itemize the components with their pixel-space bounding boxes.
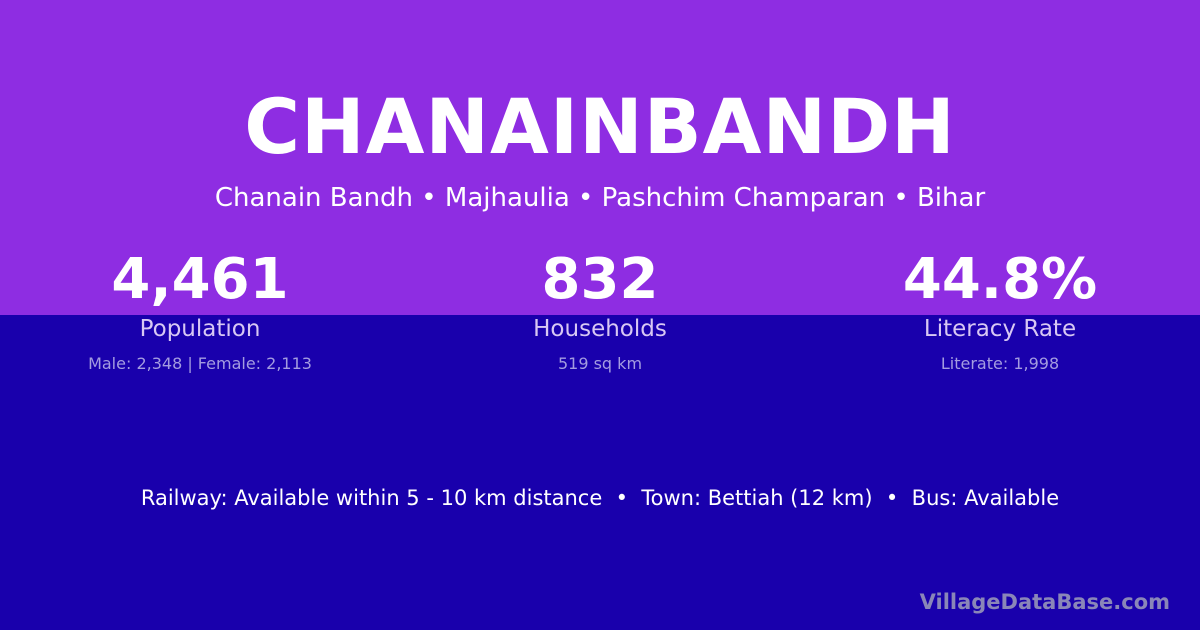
connectivity-info: Railway: Available within 5 - 10 km dist…	[140, 486, 1060, 510]
stat-value: 832	[541, 247, 659, 312]
stat-detail: Male: 2,348 | Female: 2,113	[88, 354, 312, 373]
stat-households: 832 Households 519 sq km	[400, 247, 800, 374]
village-title: CHANAINBANDH	[244, 82, 956, 171]
stat-value: 4,461	[111, 247, 289, 312]
stat-label: Literacy Rate	[923, 316, 1077, 342]
stat-label: Population	[139, 316, 261, 342]
stat-population: 4,461 Population Male: 2,348 | Female: 2…	[0, 247, 400, 374]
brand-logo: VillageDataBase.com	[919, 590, 1170, 614]
stat-label: Households	[533, 316, 667, 342]
stat-value: 44.8%	[902, 247, 1098, 312]
location-breadcrumb: Chanain Bandh • Majhaulia • Pashchim Cha…	[214, 183, 986, 213]
header-band	[0, 0, 1200, 315]
stat-detail: 519 sq km	[557, 354, 643, 373]
stat-detail: Literate: 1,998	[940, 354, 1060, 373]
stat-literacy: 44.8% Literacy Rate Literate: 1,998	[800, 247, 1200, 374]
